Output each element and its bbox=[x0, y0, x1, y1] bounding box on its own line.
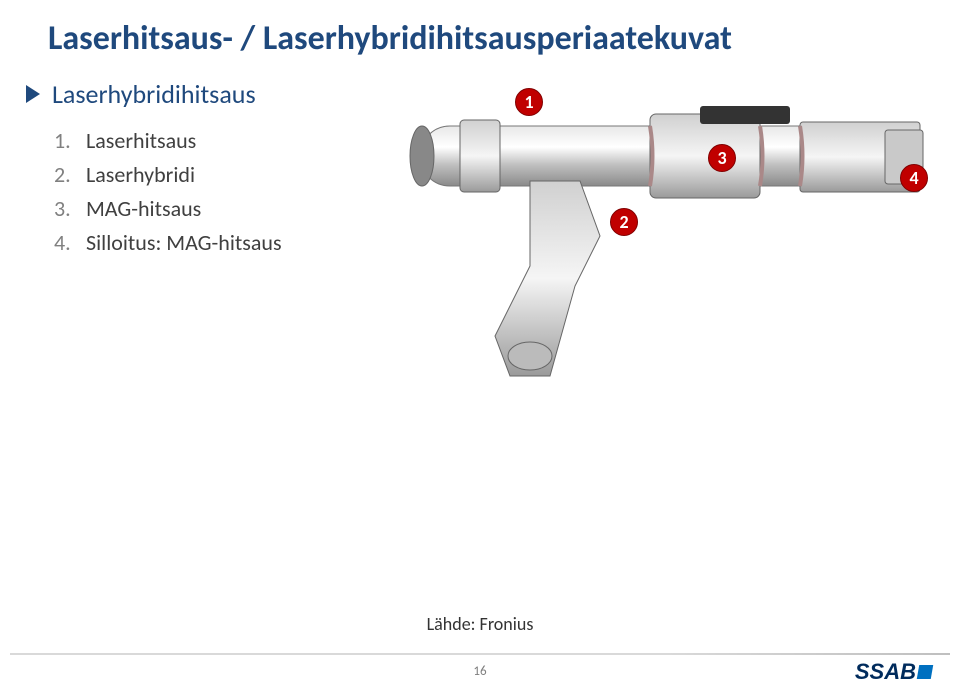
list-number: 1. bbox=[54, 124, 76, 158]
list-number: 2. bbox=[54, 158, 76, 192]
logo-square-icon bbox=[917, 665, 933, 679]
ssab-logo: SSAB bbox=[855, 659, 932, 685]
list-item: 1. Laserhitsaus bbox=[54, 124, 282, 158]
callout-4: 4 bbox=[900, 164, 928, 192]
list-item: 3. MAG-hitsaus bbox=[54, 192, 282, 226]
list-number: 3. bbox=[54, 192, 76, 226]
diagram-figure: 1 2 3 4 bbox=[400, 86, 940, 386]
source-caption: Lähde: Fronius bbox=[0, 613, 960, 635]
callout-2: 2 bbox=[610, 208, 638, 236]
logo-text: SSAB bbox=[855, 659, 916, 685]
subtitle-row: Laserhybridihitsaus bbox=[26, 78, 256, 110]
callout-1: 1 bbox=[515, 88, 543, 116]
slide-title: Laserhitsaus- / Laserhybridihitsausperia… bbox=[48, 18, 732, 59]
list-text: Silloitus: MAG-hitsaus bbox=[86, 226, 282, 260]
subtitle: Laserhybridihitsaus bbox=[52, 78, 256, 110]
callout-3: 3 bbox=[708, 144, 736, 172]
list-number: 4. bbox=[54, 226, 76, 260]
list-text: Laserhitsaus bbox=[86, 124, 196, 158]
list-item: 4. Silloitus: MAG-hitsaus bbox=[54, 226, 282, 260]
list-text: Laserhybridi bbox=[86, 158, 195, 192]
numbered-list: 1. Laserhitsaus 2. Laserhybridi 3. MAG-h… bbox=[54, 124, 282, 260]
play-bullet-icon bbox=[26, 85, 40, 103]
welded-part-illustration bbox=[400, 86, 940, 386]
list-text: MAG-hitsaus bbox=[86, 192, 201, 226]
page-number: 16 bbox=[0, 664, 960, 679]
footer-divider bbox=[10, 653, 950, 655]
list-item: 2. Laserhybridi bbox=[54, 158, 282, 192]
